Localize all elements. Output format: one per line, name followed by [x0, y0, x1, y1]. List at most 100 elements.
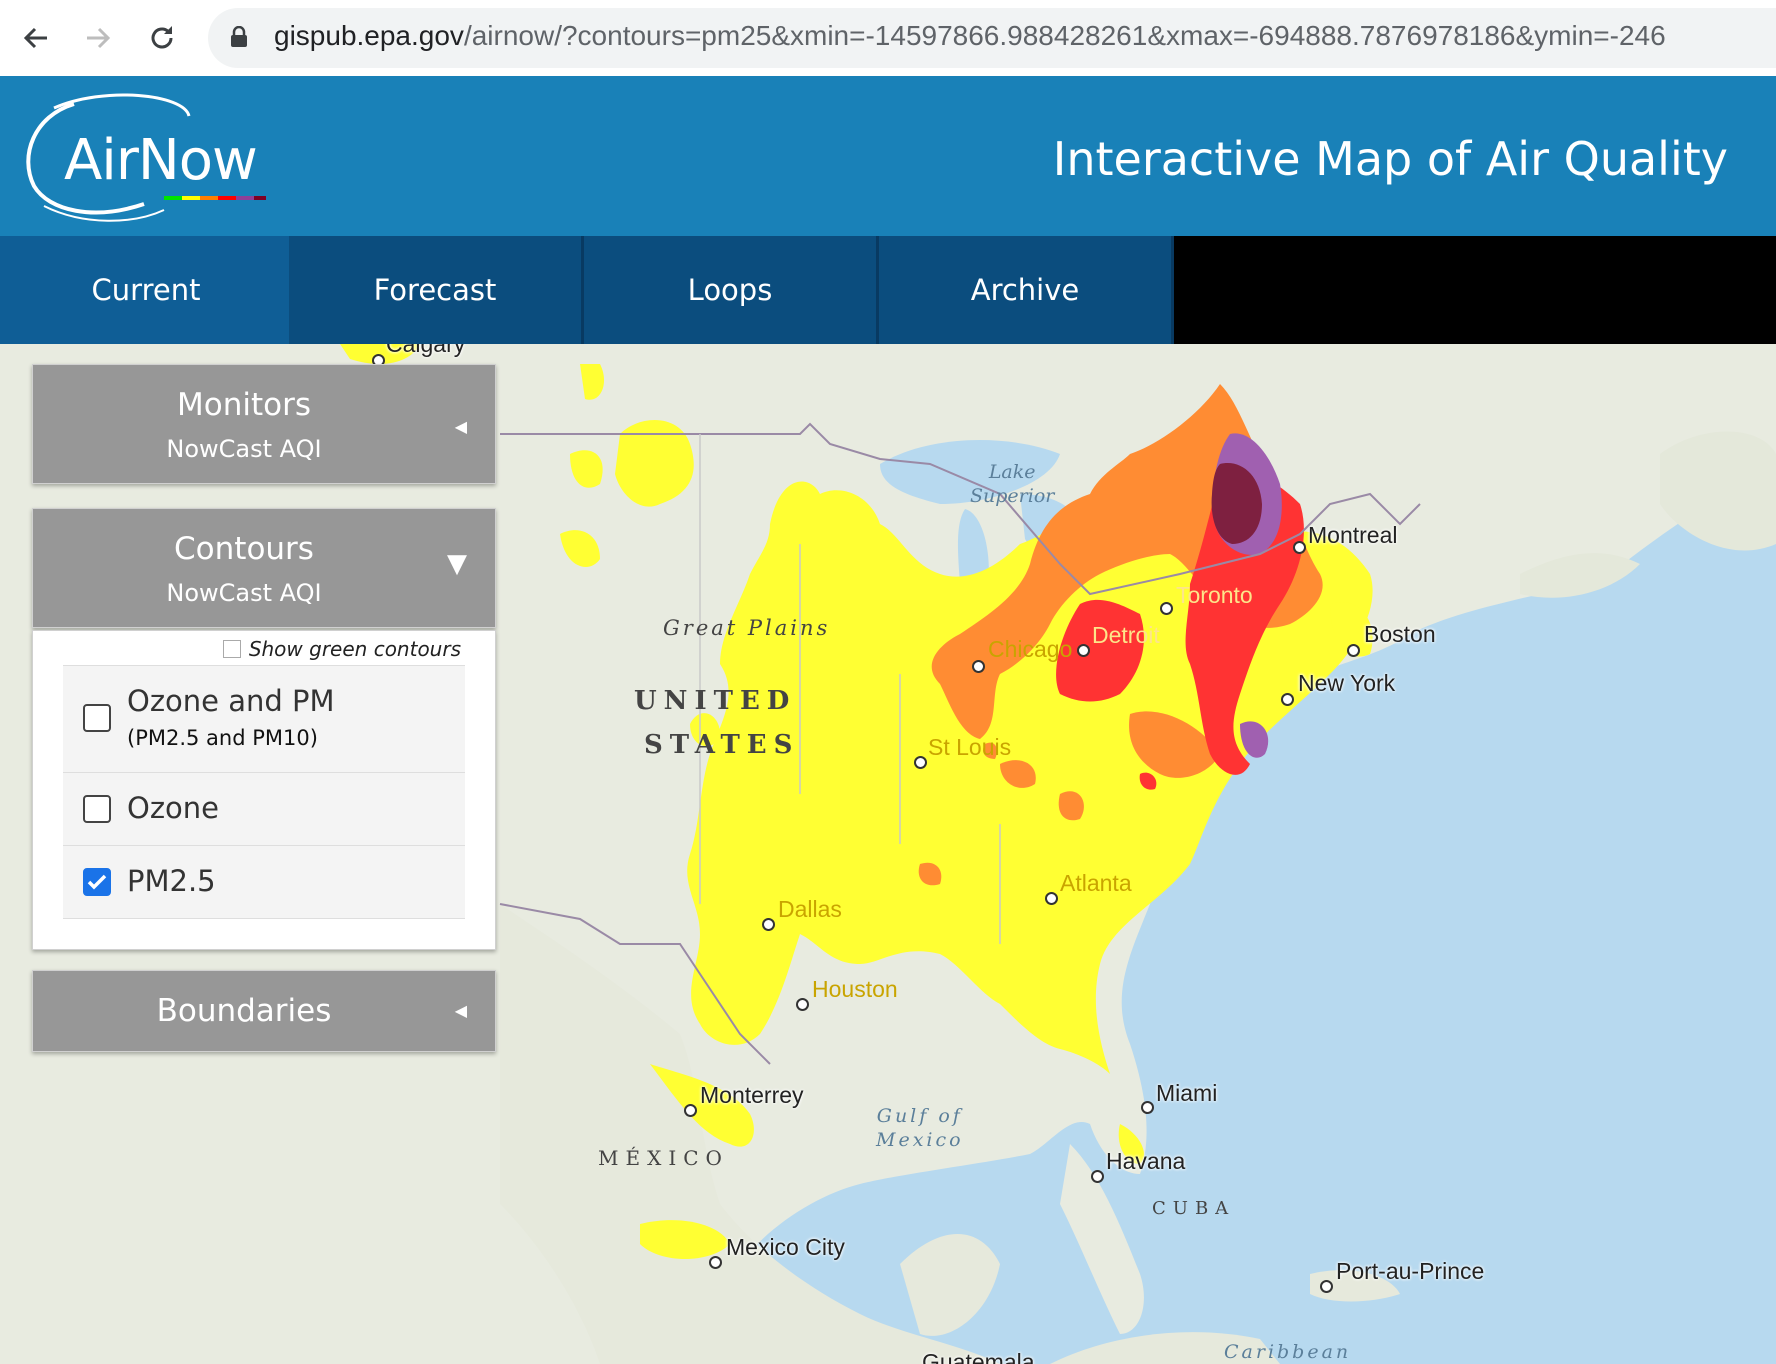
mexico-city-marker-icon[interactable] — [709, 1256, 722, 1269]
city-label-montreal: Montreal — [1308, 522, 1398, 548]
logo-text: AirNow — [64, 128, 258, 193]
url-path: /airnow/?contours=pm25&xmin=-14597866.98… — [463, 20, 1666, 51]
water-label-lake-superior-line2: Superior — [970, 485, 1055, 507]
tab-loops[interactable]: Loops — [584, 236, 879, 344]
monterrey-marker-icon[interactable] — [684, 1104, 697, 1117]
option-ozone-and-pm[interactable]: Ozone and PM (PM2.5 and PM10) — [63, 665, 465, 773]
city-label-monterrey: Monterrey — [700, 1082, 804, 1108]
montreal-marker-icon[interactable] — [1293, 541, 1306, 554]
boundaries-panel-header[interactable]: Boundaries ◀ — [32, 970, 496, 1052]
newfoundland-land — [1660, 431, 1776, 551]
back-arrow-icon[interactable] — [14, 16, 58, 60]
lock-icon — [230, 25, 248, 52]
atlanta-marker-icon[interactable] — [1045, 892, 1058, 905]
st-louis-marker-icon[interactable] — [914, 756, 927, 769]
contours-subtitle: NowCast AQI — [166, 579, 322, 607]
miami-marker-icon[interactable] — [1141, 1101, 1154, 1114]
address-bar[interactable]: gispub.epa.gov/airnow/?contours=pm25&xmi… — [208, 8, 1776, 68]
us-mexico-border — [499, 903, 771, 1065]
tab-archive[interactable]: Archive — [879, 236, 1174, 344]
city-label-mexico-city: Mexico City — [726, 1234, 845, 1260]
region-label-states: STATES — [644, 730, 800, 760]
url-host: gispub.epa.gov — [274, 20, 464, 51]
mexico-land — [500, 904, 1000, 1364]
water-label-gulf-line1: Gulf of — [876, 1105, 963, 1127]
water-label-lake-superior: Lake Superior — [970, 460, 1054, 508]
url-text: gispub.epa.gov/airnow/?contours=pm25&xmi… — [274, 20, 1666, 52]
city-label-miami: Miami — [1156, 1080, 1218, 1106]
city-label-guatemala: Guatemala — [922, 1349, 1035, 1364]
nova-scotia-land — [1520, 553, 1640, 598]
monitors-title: Monitors — [177, 387, 311, 423]
dallas-marker-icon[interactable] — [762, 918, 775, 931]
cuba-land — [1050, 1332, 1280, 1364]
ozone-and-pm-label: Ozone and PM — [127, 684, 335, 718]
florida-land — [1060, 1144, 1144, 1334]
city-label-chicago: Chicago — [988, 636, 1073, 662]
boundaries-title: Boundaries — [156, 993, 332, 1029]
city-label-atlanta: Atlanta — [1060, 870, 1132, 896]
region-label-cuba: CUBA — [1152, 1198, 1236, 1219]
monitors-subtitle: NowCast AQI — [166, 435, 322, 463]
water-label-caribbean: Caribbean — [1224, 1341, 1352, 1363]
city-label-toronto: Toronto — [1176, 582, 1253, 608]
option-ozone[interactable]: Ozone — [63, 772, 465, 846]
new-york-marker-icon[interactable] — [1281, 693, 1294, 706]
pm25-checkbox[interactable] — [83, 868, 111, 896]
city-label-boston: Boston — [1364, 621, 1436, 647]
page-title: Interactive Map of Air Quality — [1052, 132, 1728, 186]
monitors-panel-header[interactable]: Monitors NowCast AQI ◀ — [32, 364, 496, 484]
pm25-label: PM2.5 — [127, 864, 216, 898]
port-au-prince-marker-icon[interactable] — [1320, 1280, 1333, 1293]
city-label-calgary: Calgary — [386, 344, 466, 357]
region-label-united: UNITED — [634, 686, 797, 716]
region-label-mexico: MÉXICO — [598, 1146, 729, 1170]
option-pm25[interactable]: PM2.5 — [63, 845, 465, 919]
city-label-port-au-prince: Port-au-Prince — [1336, 1258, 1485, 1284]
airnow-logo[interactable]: AirNow — [14, 86, 274, 226]
detroit-marker-icon[interactable] — [1077, 644, 1090, 657]
city-label-houston: Houston — [812, 976, 898, 1002]
houston-marker-icon[interactable] — [796, 998, 809, 1011]
browser-toolbar: gispub.epa.gov/airnow/?contours=pm25&xmi… — [0, 0, 1776, 77]
city-label-detroit: Detroit — [1092, 622, 1160, 648]
collapse-arrow-icon[interactable]: ◀ — [454, 1001, 467, 1020]
hispaniola-land — [1310, 1270, 1400, 1302]
toronto-marker-icon[interactable] — [1160, 602, 1173, 615]
site-header: AirNow Interactive Map of Air Quality — [0, 76, 1776, 236]
city-label-st-louis: St Louis — [928, 734, 1012, 760]
state-lines — [699, 434, 1001, 944]
lake-superior — [880, 440, 1060, 504]
show-green-label: Show green contours — [248, 637, 461, 661]
water-label-gulf-line2: Mexico — [876, 1129, 964, 1151]
show-green-contours-toggle[interactable]: Show green contours — [222, 637, 461, 661]
tab-forecast[interactable]: Forecast — [289, 236, 584, 344]
tab-current[interactable]: Current — [0, 236, 295, 344]
tab-bar: Current Forecast Loops Archive — [0, 236, 1776, 344]
boston-marker-icon[interactable] — [1347, 644, 1360, 657]
logo-swoosh-icon — [26, 93, 266, 222]
ozone-and-pm-sublabel: (PM2.5 and PM10) — [127, 726, 318, 750]
city-label-new-york: New York — [1298, 670, 1396, 696]
show-green-checkbox[interactable] — [222, 640, 241, 658]
reload-icon[interactable] — [140, 16, 184, 60]
checkmark-icon — [87, 874, 107, 890]
yucatan-land — [900, 1234, 1000, 1336]
chicago-marker-icon[interactable] — [972, 660, 985, 673]
contours-panel-body: Show green contours Ozone and PM (PM2.5 … — [32, 630, 496, 950]
forward-arrow-icon[interactable] — [76, 16, 120, 60]
city-label-dallas: Dallas — [778, 896, 842, 922]
ozone-checkbox[interactable] — [83, 795, 111, 823]
havana-marker-icon[interactable] — [1091, 1170, 1104, 1183]
aqi-hazardous-contours — [1211, 463, 1262, 544]
air-quality-map[interactable]: Calgary Montreal Toronto Boston Detroit … — [0, 344, 1776, 1364]
contours-panel-header[interactable]: Contours NowCast AQI ▼ — [32, 508, 496, 628]
ozone-and-pm-checkbox[interactable] — [83, 704, 111, 732]
water-label-lake-superior-line1: Lake — [988, 461, 1036, 483]
region-label-great-plains: Great Plains — [663, 616, 831, 640]
city-label-havana: Havana — [1106, 1148, 1186, 1174]
ozone-label: Ozone — [127, 791, 220, 825]
us-canada-border — [500, 422, 1421, 596]
expand-arrow-icon[interactable]: ▼ — [447, 549, 467, 579]
collapse-arrow-icon[interactable]: ◀ — [454, 417, 467, 436]
